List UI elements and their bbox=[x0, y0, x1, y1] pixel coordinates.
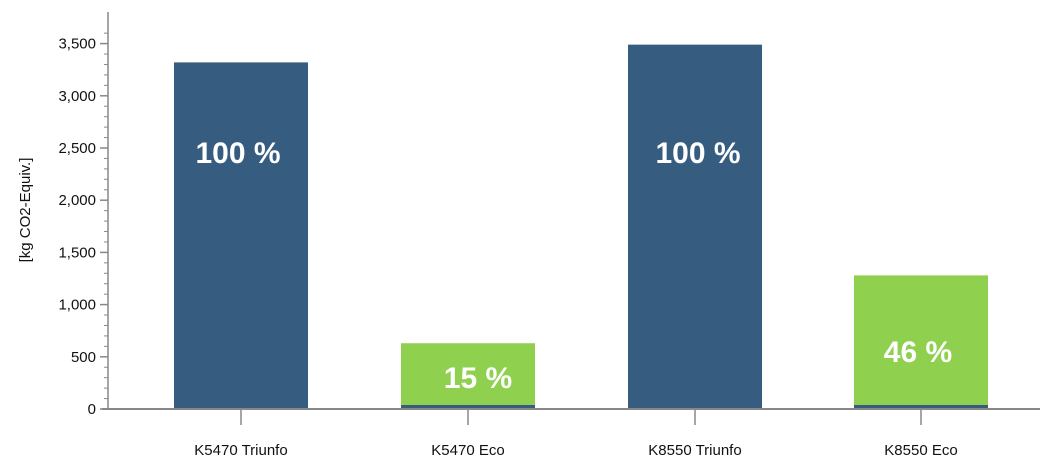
y-tick-label: 500 bbox=[71, 349, 96, 366]
bar-k8550-eco bbox=[854, 275, 988, 409]
y-tick-label: 3,000 bbox=[58, 88, 96, 105]
bars-layer bbox=[174, 44, 988, 409]
y-tick-label: 1,500 bbox=[58, 244, 96, 261]
bar-k8550-triunfo bbox=[628, 44, 762, 409]
y-tick-label: 1,000 bbox=[58, 297, 96, 314]
x-category-label: K8550 Triunfo bbox=[648, 442, 741, 459]
bar-base-k5470-eco bbox=[401, 405, 535, 409]
bar-k5470-triunfo bbox=[174, 62, 308, 409]
x-category-label: K5470 Eco bbox=[431, 442, 504, 459]
bar-data-label: 100 % bbox=[655, 137, 740, 170]
labels-layer: 100 % 15 % 100 % 46 % bbox=[195, 137, 952, 395]
y-tick-label: 0 bbox=[88, 401, 96, 418]
x-category-label: K5470 Triunfo bbox=[194, 442, 287, 459]
bar-data-label: 46 % bbox=[884, 336, 952, 369]
bar-data-label: 15 % bbox=[444, 362, 512, 395]
y-tick-label: 3,500 bbox=[58, 36, 96, 53]
y-tick-label: 2,000 bbox=[58, 192, 96, 209]
x-category-label: K8550 Eco bbox=[884, 442, 957, 459]
bar-base-k8550-eco bbox=[854, 405, 988, 409]
bar-data-label: 100 % bbox=[195, 137, 280, 170]
y-axis-title: [kg CO2-Equiv.] bbox=[17, 158, 34, 263]
y-tick-label: 2,500 bbox=[58, 140, 96, 157]
bar-k5470-eco bbox=[401, 343, 535, 409]
axis-layer: 0 500 1,000 1,500 2,000 2,500 3,000 3,500 K5470 … bbox=[58, 12, 1040, 459]
